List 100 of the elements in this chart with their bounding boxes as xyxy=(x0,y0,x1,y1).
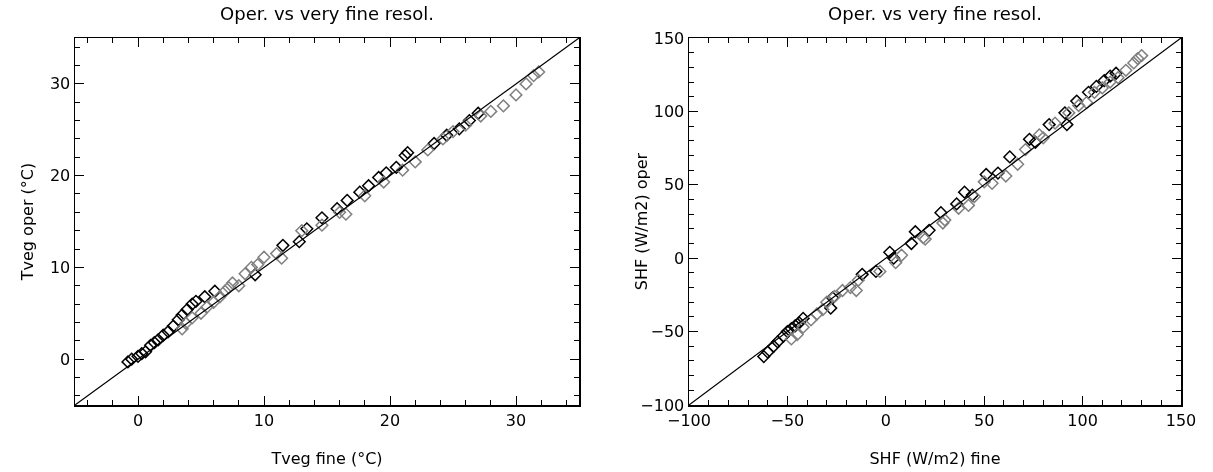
point xyxy=(767,339,781,353)
point xyxy=(194,306,208,320)
point xyxy=(894,248,909,262)
point xyxy=(1060,118,1074,132)
point xyxy=(452,122,466,136)
point xyxy=(1109,66,1123,80)
point xyxy=(1079,95,1094,110)
point xyxy=(961,198,976,212)
x-tick-label: 150 xyxy=(1165,410,1197,430)
y-tick-label: 150 xyxy=(653,28,685,48)
point xyxy=(952,201,966,215)
point xyxy=(372,170,386,185)
point xyxy=(757,349,771,364)
point xyxy=(1119,63,1133,77)
x-tick-label: 30 xyxy=(505,410,527,430)
point xyxy=(1087,85,1102,99)
point xyxy=(300,222,314,236)
point xyxy=(244,260,258,274)
point xyxy=(851,273,865,287)
point xyxy=(484,104,498,118)
point xyxy=(824,301,838,315)
point xyxy=(796,311,810,325)
point xyxy=(1135,49,1149,63)
point xyxy=(776,329,791,343)
point xyxy=(396,163,410,177)
point xyxy=(379,166,393,180)
point xyxy=(179,316,193,330)
point xyxy=(922,223,936,237)
point xyxy=(270,247,284,261)
y-tick-label: 100 xyxy=(653,102,685,121)
point xyxy=(784,332,798,346)
point xyxy=(1072,98,1086,113)
point xyxy=(232,279,246,293)
point xyxy=(459,118,473,132)
point xyxy=(1103,69,1117,83)
point xyxy=(171,313,185,327)
point xyxy=(185,297,199,311)
y-tick-label: 0 xyxy=(674,248,685,268)
point xyxy=(509,88,523,102)
point xyxy=(792,316,806,330)
point xyxy=(1022,132,1037,146)
point xyxy=(185,311,199,325)
point xyxy=(427,136,441,151)
point xyxy=(904,236,918,251)
point xyxy=(816,302,830,317)
point xyxy=(189,294,203,308)
point xyxy=(276,238,290,252)
y-tick-label: 10 xyxy=(49,257,71,277)
point xyxy=(208,284,222,298)
point xyxy=(1036,131,1050,145)
point xyxy=(985,176,999,190)
point xyxy=(761,345,775,359)
point xyxy=(156,328,170,342)
x-axis-title: Tveg fine (°C) xyxy=(270,448,383,468)
point xyxy=(315,218,329,232)
x-tick-label: 10 xyxy=(253,410,275,430)
point xyxy=(869,264,883,279)
point xyxy=(161,325,175,339)
point xyxy=(889,256,903,270)
point xyxy=(225,276,240,290)
point xyxy=(770,335,785,349)
point xyxy=(1048,116,1062,130)
x-tick-label: 0 xyxy=(132,410,144,430)
point xyxy=(780,325,794,339)
point xyxy=(462,113,476,128)
y-axis-title: Tveg oper (°C) xyxy=(17,162,37,282)
point xyxy=(121,355,135,369)
point xyxy=(131,349,145,363)
point xyxy=(957,185,972,199)
x-tick-label: 100 xyxy=(1067,410,1098,430)
chart-title: Oper. vs very fine resol. xyxy=(828,2,1042,24)
point xyxy=(820,295,834,309)
point xyxy=(835,283,850,298)
point xyxy=(796,320,810,334)
point xyxy=(1081,85,1096,99)
point xyxy=(1111,71,1125,85)
point xyxy=(339,207,353,221)
point xyxy=(440,128,454,142)
point xyxy=(207,295,221,309)
point xyxy=(1089,79,1103,94)
point xyxy=(358,189,372,203)
point xyxy=(1127,56,1141,70)
point xyxy=(527,69,541,83)
point xyxy=(213,290,227,304)
point xyxy=(1070,94,1084,108)
point xyxy=(855,267,869,281)
point xyxy=(377,175,391,189)
chart-title: Oper. vs very fine resol. xyxy=(220,2,434,24)
point xyxy=(519,77,533,91)
point xyxy=(238,267,252,281)
point xyxy=(1058,106,1072,120)
point xyxy=(295,224,309,238)
point xyxy=(1062,106,1076,120)
y-tick-label: −100 xyxy=(640,395,685,415)
point xyxy=(883,245,897,259)
point xyxy=(135,347,149,361)
point xyxy=(1018,142,1033,157)
point xyxy=(1103,75,1117,89)
point xyxy=(175,322,189,336)
point xyxy=(446,124,460,139)
